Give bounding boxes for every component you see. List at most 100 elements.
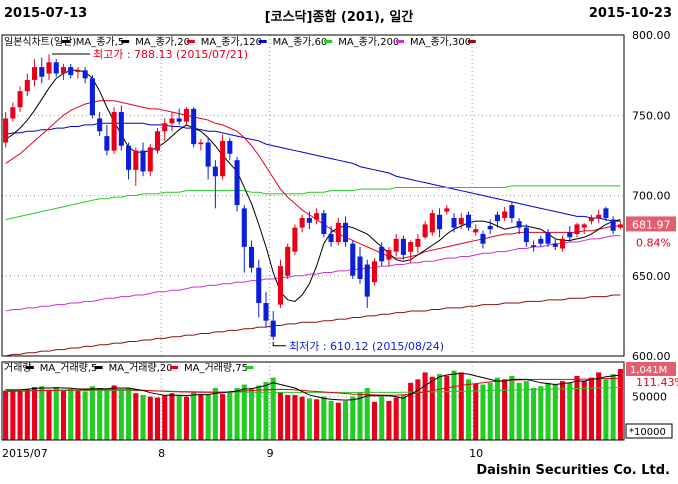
volume-bar (256, 385, 262, 440)
volume-bar (321, 396, 327, 440)
candle (299, 217, 305, 228)
volume-bar (17, 390, 23, 440)
volume-bar (97, 388, 103, 440)
candle (473, 229, 479, 233)
candle (133, 150, 139, 170)
volume-bar (147, 396, 153, 440)
candle (154, 131, 161, 151)
volume-bar (617, 368, 623, 440)
current-price-box (626, 216, 676, 232)
candle (343, 222, 349, 243)
volume-bar (39, 386, 45, 440)
volume-bar (212, 388, 218, 440)
candle (32, 67, 38, 80)
price-tick-label: 700.00 (632, 190, 671, 203)
volume-bar (89, 386, 95, 440)
low-annotation: 최저가 : 610.12 (2015/08/24) (289, 340, 444, 353)
price-tick-label: 650.00 (632, 270, 671, 283)
volume-change-pct: 111.43% (636, 376, 678, 389)
volume-bar (24, 388, 30, 440)
candle (422, 224, 428, 238)
price-panel-frame (1, 34, 625, 357)
candle (437, 214, 443, 230)
candle (567, 232, 573, 238)
candle (516, 221, 522, 228)
volume-bar (126, 388, 132, 440)
candle (509, 205, 515, 218)
volume-bar (350, 396, 356, 440)
legend-swatch (467, 40, 476, 43)
low-pointer (272, 341, 286, 347)
candle (75, 70, 81, 72)
candle (386, 250, 392, 260)
volume-bar (241, 384, 247, 440)
volume-bar (169, 393, 175, 440)
legend-swatch (396, 40, 404, 43)
volume-bar (3, 390, 9, 440)
legend-swatch (258, 40, 267, 43)
candle (408, 242, 414, 252)
volume-bar (559, 381, 566, 440)
vol-ma20-line (5, 377, 621, 396)
ma60-line (5, 185, 621, 221)
candle (371, 261, 378, 283)
candle (400, 238, 406, 255)
volume-bar (502, 379, 508, 440)
candle (126, 145, 132, 170)
price-tick-label: 800.00 (632, 29, 671, 42)
candle (60, 67, 67, 74)
volume-bar (531, 388, 537, 440)
unit-note: *10000 (629, 427, 666, 438)
start-date: 2015-07-13 (4, 6, 88, 21)
volume-bar (140, 394, 146, 440)
volume-tick-label: 50000 (632, 391, 667, 404)
volume-bar (552, 384, 558, 440)
volume-bar (574, 375, 580, 440)
volume-bar (314, 399, 320, 440)
volume-bar (205, 394, 211, 440)
chart-title: [코스닥]종합 (201), 일간 (264, 10, 414, 25)
volume-bar (53, 387, 59, 440)
volume-bar (480, 384, 486, 440)
volume-bar (610, 374, 616, 440)
candle (545, 232, 551, 244)
candle (306, 217, 312, 223)
candle (494, 214, 500, 222)
volume-bar (263, 381, 269, 440)
candle (147, 147, 153, 172)
volume-bar (328, 401, 334, 440)
candle (212, 166, 218, 177)
date-tick-label: 10 (469, 447, 483, 460)
legend-swatch (121, 40, 130, 43)
volume-bar (509, 375, 515, 440)
price-legend-item: MA_종가,20 (135, 36, 190, 48)
vol-ma75-line (5, 386, 621, 393)
candle (357, 256, 363, 279)
candle (198, 142, 204, 145)
volume-bar (10, 389, 16, 440)
volume-bar (386, 401, 392, 440)
candle (89, 78, 95, 116)
volume-bar (538, 386, 544, 440)
volume-bar (364, 388, 370, 440)
volume-bar (299, 396, 305, 440)
volume-bar (227, 391, 233, 440)
legend-swatch (25, 366, 34, 369)
candle (10, 107, 16, 119)
candle (364, 264, 370, 297)
volume-bar (567, 382, 573, 440)
price-tick-label: 600.00 (632, 350, 671, 363)
volume-bar (437, 374, 443, 440)
candle (393, 238, 399, 252)
volume-panel-frame (1, 361, 625, 441)
candle (596, 214, 602, 218)
date-tick-label: 2015/07 (2, 447, 48, 460)
candle (552, 243, 558, 247)
volume-bar (487, 382, 493, 440)
candle (183, 108, 189, 122)
candle (263, 303, 269, 321)
candle (285, 246, 291, 276)
candle (581, 224, 587, 228)
current-price: 681.97 (632, 218, 671, 231)
volume-bar (451, 370, 457, 440)
